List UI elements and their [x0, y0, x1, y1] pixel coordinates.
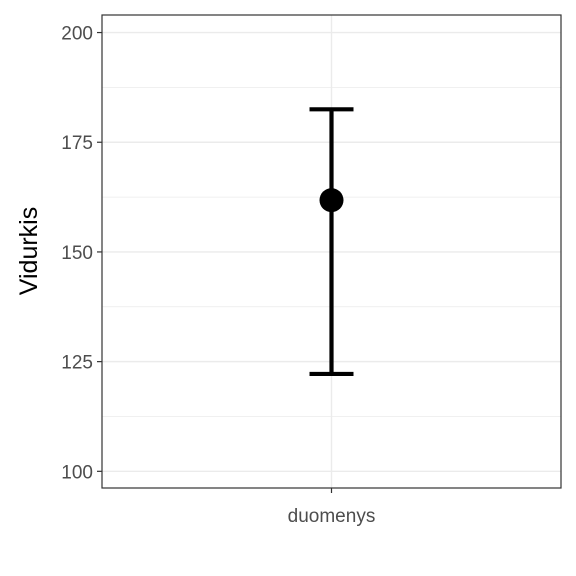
y-tick-label: 200 [61, 24, 93, 45]
chart-marks [309, 107, 354, 377]
y-tick-label: 175 [61, 133, 93, 154]
x-tick-label: duomenys [288, 506, 376, 527]
y-axis-title: Vidurkis [15, 207, 43, 295]
y-tick-label: 100 [61, 462, 93, 483]
tick-labels: 100 125 150 175 200 duomenys [61, 24, 375, 527]
y-tick-label: 150 [61, 243, 93, 264]
y-tick-label: 125 [61, 353, 93, 374]
axis-ticks [97, 31, 333, 493]
mean-point [319, 188, 344, 213]
